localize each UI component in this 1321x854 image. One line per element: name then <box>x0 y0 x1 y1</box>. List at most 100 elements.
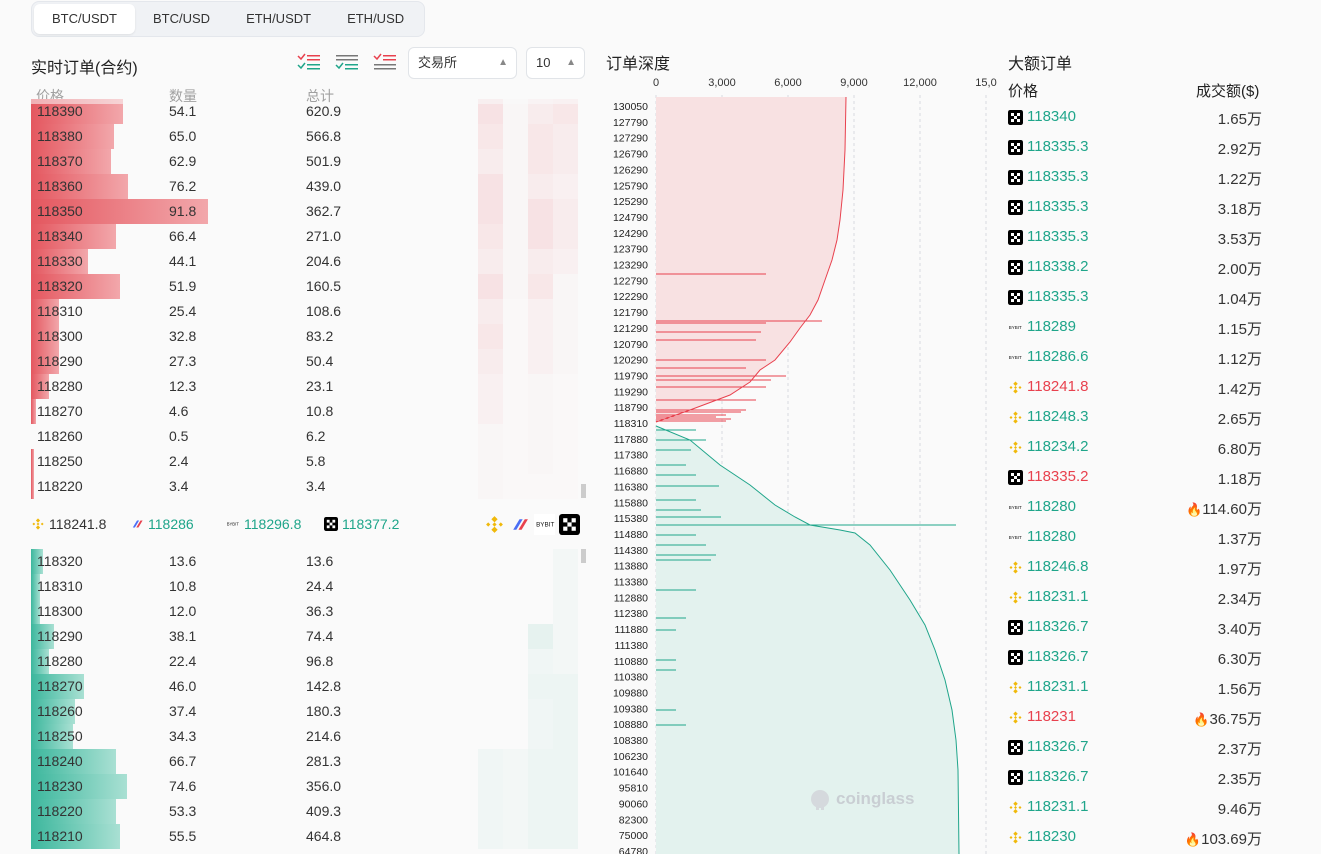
view-both-icon[interactable] <box>296 52 322 72</box>
big-order-row[interactable]: 118335.3 3.53万 <box>1007 222 1267 252</box>
big-order-row[interactable]: 118335.3 3.18万 <box>1007 192 1267 222</box>
x-tick-label: 15,0 <box>975 77 996 89</box>
big-order-row[interactable]: 118335.3 1.04万 <box>1007 282 1267 312</box>
big-order-value-text: 114.60万 <box>1202 501 1262 518</box>
big-order-row[interactable]: 118231.1 2.34万 <box>1007 582 1267 612</box>
ask-row[interactable]: 118380 65.0 566.8 <box>31 124 591 149</box>
bid-row[interactable]: 118240 66.7 281.3 <box>31 749 591 774</box>
bid-row[interactable]: 118210 55.5 464.8 <box>31 824 591 849</box>
ask-row[interactable]: 118370 62.9 501.9 <box>31 149 591 174</box>
bid-row[interactable]: 118320 13.6 13.6 <box>31 549 591 574</box>
ask-row[interactable]: 118260 0.5 6.2 <box>31 424 591 449</box>
bid-row[interactable]: 118230 74.6 356.0 <box>31 774 591 799</box>
okx-icon[interactable] <box>559 514 580 535</box>
tab-eth-usdt[interactable]: ETH/USDT <box>246 11 312 26</box>
big-order-row[interactable]: 118231.1 9.46万 <box>1007 792 1267 822</box>
bybit-icon[interactable]: BYBIT <box>534 514 555 535</box>
y-tick-label: 113380 <box>614 577 648 589</box>
bid-row[interactable]: 118290 38.1 74.4 <box>31 624 591 649</box>
coinglass-logo-icon <box>811 790 829 810</box>
bids-scrollbar[interactable] <box>581 549 586 563</box>
tab-btc-usdt[interactable]: BTC/USDT <box>34 4 135 34</box>
big-order-row[interactable]: 118335.3 1.22万 <box>1007 162 1267 192</box>
big-order-row[interactable]: BYBIT 118286.6 1.12万 <box>1007 342 1267 372</box>
y-tick-label: 126290 <box>613 164 648 176</box>
big-order-row[interactable]: 118248.3 2.65万 <box>1007 402 1267 432</box>
bid-row[interactable]: 118220 53.3 409.3 <box>31 799 591 824</box>
big-order-row[interactable]: 118231.1 1.56万 <box>1007 672 1267 702</box>
bybit-icon: BYBIT <box>1009 325 1022 330</box>
exchange-select-value: 交易所 <box>418 55 458 70</box>
ask-row[interactable]: 118340 66.4 271.0 <box>31 224 591 249</box>
ask-row[interactable]: 118350 91.8 362.7 <box>31 199 591 224</box>
big-order-row[interactable]: BYBIT 118289 1.15万 <box>1007 312 1267 342</box>
volume-bar <box>31 549 44 574</box>
big-order-value: 🔥36.75万 <box>1193 708 1262 729</box>
volume-bar <box>31 399 37 424</box>
exchange-select[interactable]: 交易所 ▲ <box>408 47 517 79</box>
big-order-price: 118230 <box>1027 828 1076 845</box>
watermark-text: coinglass <box>836 789 915 808</box>
ask-row[interactable]: 118330 44.1 204.6 <box>31 249 591 274</box>
bid-row[interactable]: 118260 37.4 180.3 <box>31 699 591 724</box>
heat-cell <box>503 699 528 724</box>
ask-row[interactable]: 118320 51.9 160.5 <box>31 274 591 299</box>
heat-cell <box>528 624 553 649</box>
view-asks-icon[interactable] <box>372 52 398 72</box>
big-order-row[interactable]: 118241.8 1.42万 <box>1007 372 1267 402</box>
big-order-row[interactable]: 118326.7 6.30万 <box>1007 642 1267 672</box>
big-order-row[interactable]: 118340 1.65万 <box>1007 102 1267 132</box>
y-tick-label: 123790 <box>613 244 648 256</box>
big-order-row[interactable]: 118230 🔥103.69万 <box>1007 822 1267 852</box>
big-order-row[interactable]: 118231 🔥36.75万 <box>1007 702 1267 732</box>
big-order-row[interactable]: 118234.2 6.80万 <box>1007 432 1267 462</box>
ask-row[interactable]: 118310 25.4 108.6 <box>31 299 591 324</box>
big-order-value-text: 1.56万 <box>1217 681 1262 698</box>
heat-cell <box>503 274 528 299</box>
big-order-row[interactable]: 118338.2 2.00万 <box>1007 252 1267 282</box>
tab-btc-usd[interactable]: BTC/USD <box>153 11 211 26</box>
view-bids-icon[interactable] <box>334 52 360 72</box>
big-order-row[interactable]: 118326.7 3.40万 <box>1007 612 1267 642</box>
ask-row[interactable]: 118360 76.2 439.0 <box>31 174 591 199</box>
y-tick-label: 113880 <box>614 561 648 573</box>
ask-row[interactable]: 118270 4.6 10.8 <box>31 399 591 424</box>
heat-cell <box>478 224 503 249</box>
big-order-row[interactable]: 118335.3 2.92万 <box>1007 132 1267 162</box>
heat-cell <box>528 799 553 824</box>
bitget-icon[interactable] <box>509 514 530 535</box>
svg-text:BYBIT: BYBIT <box>227 521 240 526</box>
heat-cell <box>503 649 528 674</box>
bid-row[interactable]: 118250 34.3 214.6 <box>31 724 591 749</box>
tab-eth-usd[interactable]: ETH/USD <box>347 11 405 26</box>
heat-cell <box>553 224 578 249</box>
volume-bar <box>31 624 54 649</box>
bid-row[interactable]: 118300 12.0 36.3 <box>31 599 591 624</box>
big-order-row[interactable]: 118335.2 1.18万 <box>1007 462 1267 492</box>
ask-row[interactable]: 118290 27.3 50.4 <box>31 349 591 374</box>
heat-cell <box>503 799 528 824</box>
big-order-row[interactable]: 118326.7 2.37万 <box>1007 732 1267 762</box>
heat-cell <box>528 199 553 224</box>
ask-row[interactable]: 118250 2.4 5.8 <box>31 449 591 474</box>
heat-cell <box>553 374 578 399</box>
bid-row[interactable]: 118270 46.0 142.8 <box>31 674 591 699</box>
bid-row[interactable]: 118310 10.8 24.4 <box>31 574 591 599</box>
big-order-row[interactable]: 118246.8 1.97万 <box>1007 552 1267 582</box>
asks-scrollbar[interactable] <box>581 484 586 498</box>
ask-row[interactable]: 118280 12.3 23.1 <box>31 374 591 399</box>
ask-row[interactable]: 118300 32.8 83.2 <box>31 324 591 349</box>
big-order-row[interactable]: BYBIT 118280 🔥114.60万 <box>1007 492 1267 522</box>
binance-icon[interactable] <box>484 514 505 535</box>
ask-qty: 3.4 <box>169 478 189 494</box>
bid-row[interactable]: 118280 22.4 96.8 <box>31 649 591 674</box>
big-order-price: 118231.1 <box>1027 798 1089 815</box>
big-order-row[interactable]: BYBIT 118280 1.37万 <box>1007 522 1267 552</box>
big-order-row[interactable]: 118326.7 2.35万 <box>1007 762 1267 792</box>
heat-cell <box>528 549 553 574</box>
big-order-value: 9.46万 <box>1218 798 1262 819</box>
y-tick-label: 119290 <box>614 386 648 398</box>
depth-select[interactable]: 10 ▲ <box>526 47 585 79</box>
big-order-value: 🔥114.60万 <box>1186 498 1262 519</box>
ask-row[interactable]: 118220 3.4 3.4 <box>31 474 591 499</box>
